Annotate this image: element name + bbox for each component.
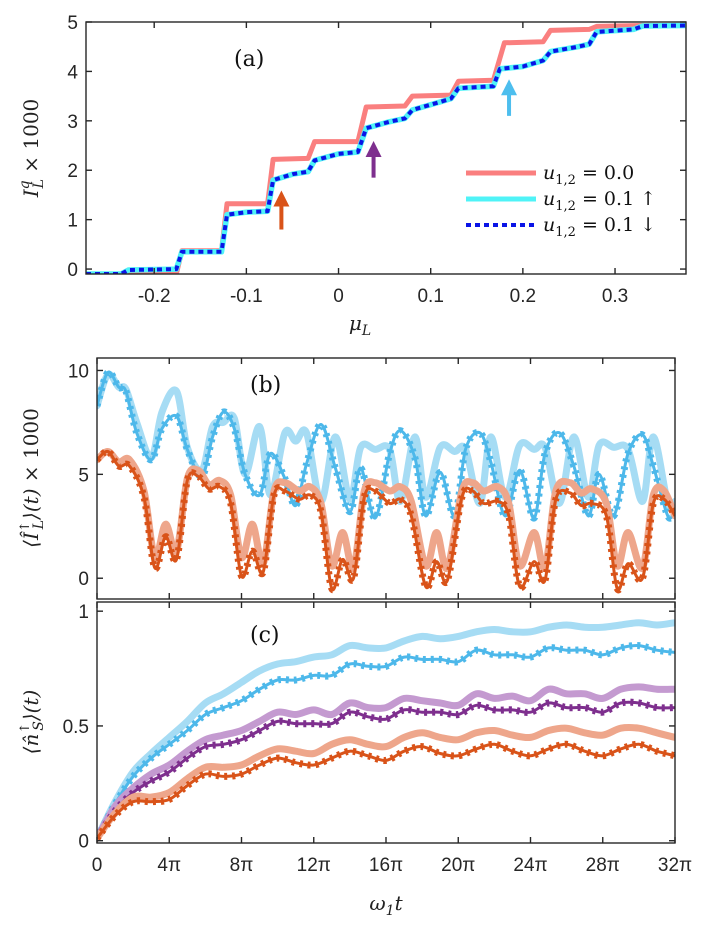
xtick-label: -0.1 xyxy=(230,286,263,307)
series-a-1 xyxy=(86,22,686,274)
ytick-label: 1 xyxy=(67,211,78,232)
ytick-label: 3 xyxy=(67,112,78,133)
xtick-label: 4π xyxy=(157,855,181,876)
series-c-3-markers xyxy=(97,698,675,841)
legend-label-1: u1,2 = 0.1 ↑ xyxy=(543,188,656,214)
panel-c-ylabel: ⟨n̂↑S⟩(t) xyxy=(18,690,47,755)
xtick-label: 0.2 xyxy=(510,286,536,307)
panel-a-label: (a) xyxy=(234,47,264,72)
series-b-3 xyxy=(97,449,675,592)
ytick-label: 2 xyxy=(67,161,78,182)
series-b-1 xyxy=(97,370,675,520)
panel-b-ylabel: ⟨Î↑L⟩(t) × 1000 xyxy=(18,408,47,548)
panel-a: 0 1 2 3 4 5 -0.2 -0.1 0 0.1 0.2 0.3 (a) μL IqL × 10… xyxy=(17,13,687,339)
annotation-arrow xyxy=(365,141,382,178)
annotation-arrow xyxy=(501,79,518,116)
ytick-label: 10 xyxy=(68,361,89,382)
series-c-1 xyxy=(97,644,675,840)
series-c-2 xyxy=(97,683,675,842)
panel-a-ylabel: IqL × 1000 xyxy=(17,99,47,199)
panel-a-frame xyxy=(85,21,687,275)
xtick-label: 16π xyxy=(369,855,403,876)
series-c-4 xyxy=(97,724,675,842)
legend: u1,2 = 0.0u1,2 = 0.1 ↑u1,2 = 0.1 ↓ xyxy=(466,162,656,240)
panel-b: 0 5 10 (b) ⟨Î↑L⟩(t) × 1000 xyxy=(18,357,676,600)
series-a-0 xyxy=(86,23,686,274)
ytick-label: 0.5 xyxy=(63,717,89,738)
svg-text:⟨n̂↑S⟩(t): ⟨n̂↑S⟩(t) xyxy=(18,690,47,755)
xtick-label: 12π xyxy=(297,855,331,876)
xtick-label: 0 xyxy=(333,286,344,307)
ytick-label: 0 xyxy=(78,832,89,853)
xtick-label: 8π xyxy=(230,855,254,876)
xtick-label: 0.1 xyxy=(417,286,443,307)
ytick-label: 0 xyxy=(67,260,78,281)
ytick-label: 5 xyxy=(67,13,78,34)
annotation-arrow xyxy=(273,190,290,230)
panel-a-xlabel: μL xyxy=(349,311,371,339)
xtick-label: 20π xyxy=(441,855,475,876)
panel-c-xlabel: ω1t xyxy=(369,891,403,919)
panel-c-label: (c) xyxy=(250,623,280,648)
xtick-label: 28π xyxy=(586,855,620,876)
xtick-label: 32π xyxy=(658,855,692,876)
series-b-2 xyxy=(97,448,675,572)
xtick-label: 0 xyxy=(92,855,103,876)
legend-label-0: u1,2 = 0.0 xyxy=(543,162,634,188)
series-c-5-markers xyxy=(97,740,675,841)
ytick-label: 4 xyxy=(67,62,78,83)
legend-label-2: u1,2 = 0.1 ↓ xyxy=(543,214,656,240)
series-c-1-markers xyxy=(97,642,675,841)
panel-b-label: (b) xyxy=(250,373,281,398)
svg-text:IqL × 1000: IqL × 1000 xyxy=(17,99,47,199)
ytick-label: 5 xyxy=(78,465,89,486)
series-c-0 xyxy=(97,619,675,842)
svg-text:⟨Î↑L⟩(t) × 1000: ⟨Î↑L⟩(t) × 1000 xyxy=(18,408,47,548)
xtick-label: -0.2 xyxy=(138,286,171,307)
xtick-label: 0.3 xyxy=(602,286,628,307)
ytick-label: 1 xyxy=(78,602,89,623)
panel-c: 0 0.5 1 0 4π 8π 12π 16π 20π 24π 28π 32π (c) ω1t ⟨n̂… xyxy=(18,601,692,919)
xtick-label: 24π xyxy=(513,855,547,876)
ytick-label: 0 xyxy=(78,569,89,590)
series-a-2 xyxy=(86,23,686,274)
